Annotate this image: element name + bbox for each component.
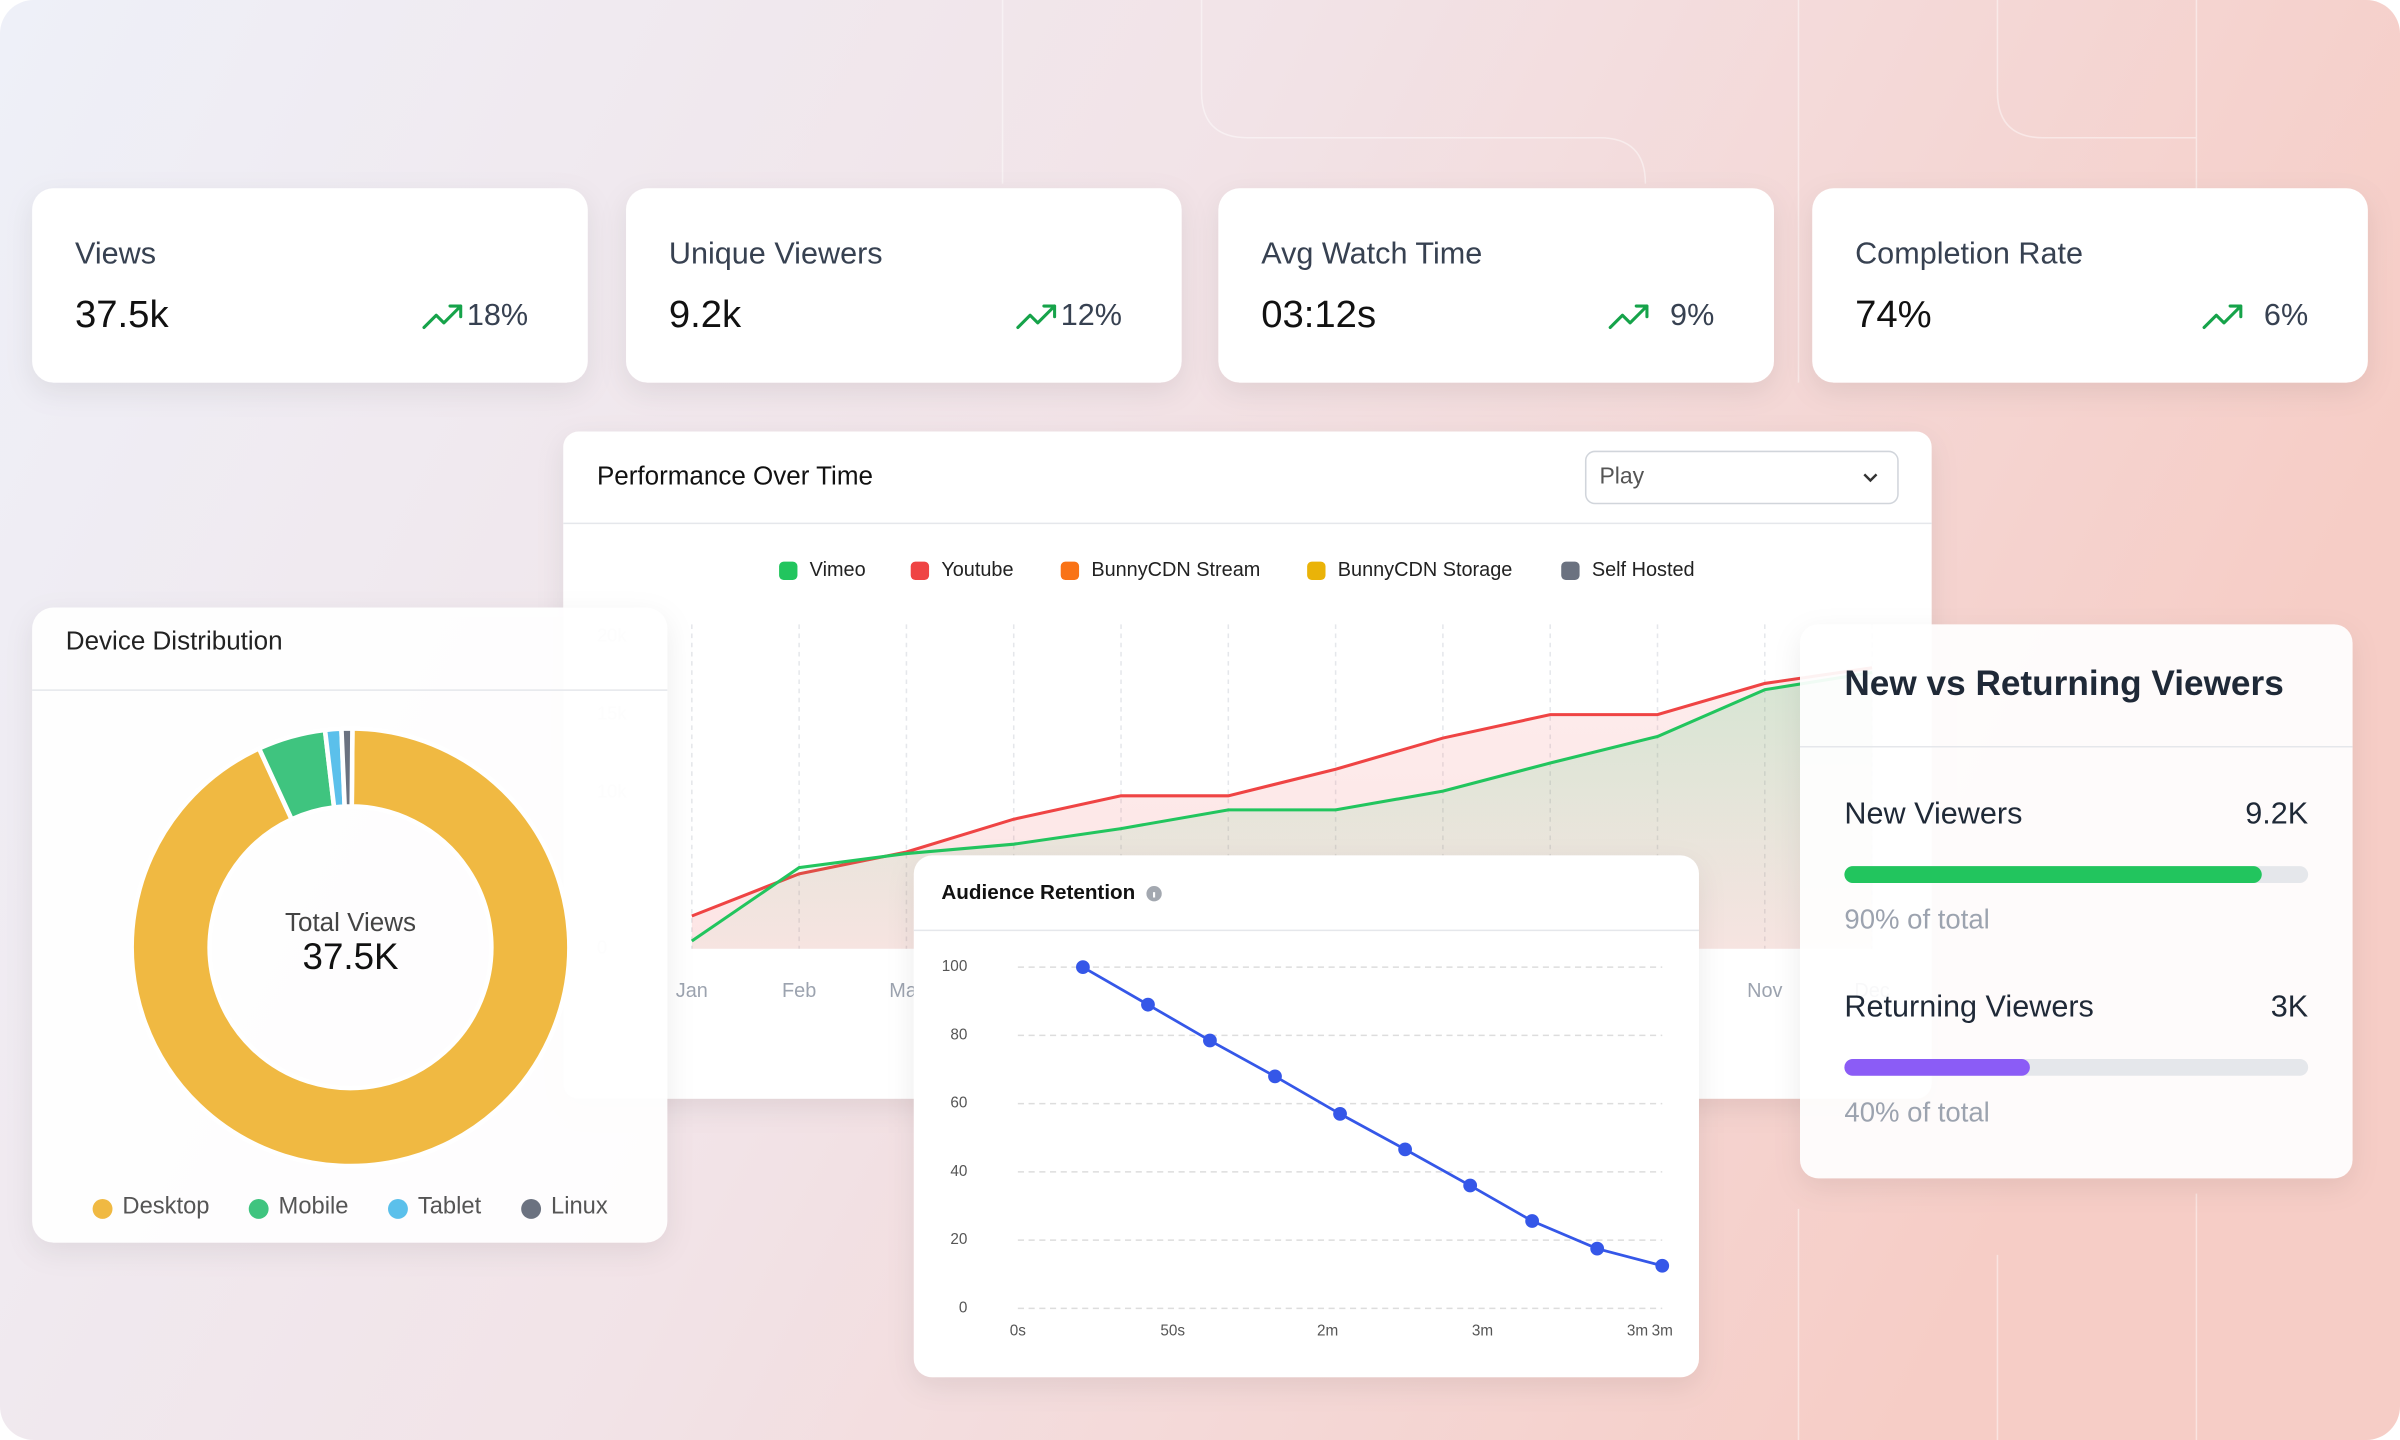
x-tick-label: Nov xyxy=(1747,980,1782,1002)
legend-label: Vimeo xyxy=(810,559,866,581)
legend-swatch xyxy=(1060,561,1080,580)
info-icon-glyph xyxy=(1153,892,1156,898)
stat-label: Unique Viewers xyxy=(669,237,883,271)
legend-label: Tablet xyxy=(418,1194,482,1220)
retention-point xyxy=(1398,1142,1412,1157)
trend-icon xyxy=(422,304,463,330)
stat-card xyxy=(1218,188,1774,383)
stat-value: 37.5k xyxy=(75,293,169,336)
item-percent: 40% of total xyxy=(1844,1096,1989,1127)
stat-change: 6% xyxy=(2264,298,2308,332)
stat-change: 9% xyxy=(1670,298,1714,332)
progress-bar xyxy=(1844,866,2262,883)
trend-icon xyxy=(1608,304,1649,330)
y-tick-label: 80 xyxy=(950,1026,967,1043)
legend-swatch xyxy=(92,1198,113,1219)
item-value: 9.2K xyxy=(2245,797,2309,831)
retention-point xyxy=(1333,1106,1347,1121)
stat-change: 18% xyxy=(467,298,528,332)
legend-swatch xyxy=(910,561,930,580)
retention-point xyxy=(1463,1178,1478,1193)
x-tick-label: 3m xyxy=(1627,1322,1648,1339)
retention-point xyxy=(1203,1033,1217,1048)
legend-label: BunnyCDN Storage xyxy=(1338,559,1513,581)
legend-swatch xyxy=(388,1198,408,1219)
retention-point xyxy=(1525,1214,1540,1228)
legend-label: Youtube xyxy=(941,559,1013,581)
stat-card xyxy=(1812,188,2368,383)
bg-pattern xyxy=(1001,0,2198,1440)
donut-segment xyxy=(339,726,355,809)
retention-point xyxy=(1655,1258,1670,1273)
progress-bar xyxy=(1844,1058,2030,1076)
trend-icon xyxy=(1016,304,1057,330)
viewer-split-panel: New vs Returning Viewers New Viewers 9.2K… xyxy=(1800,624,2353,1179)
x-tick-label: Feb xyxy=(782,980,816,1002)
y-tick-label: 20 xyxy=(950,1231,967,1248)
chevron xyxy=(1863,473,1878,483)
panel xyxy=(913,855,1699,1378)
item-name: New Viewers xyxy=(1844,797,2022,831)
x-tick-label: 3m xyxy=(1652,1322,1673,1339)
stat-cards: Views 37.5k 18% Unique Viewers 9.2k 12% Avg Wa… xyxy=(32,188,2368,383)
retention-panel: Audience Retention 0 20 40 60 80 100 0s 50s 2m 3m… xyxy=(913,855,1699,1378)
retention-point xyxy=(1076,960,1090,975)
donut-segment xyxy=(129,726,572,1169)
stat-value: 9.2k xyxy=(669,293,742,336)
y-tick-label: 40 xyxy=(950,1163,967,1180)
trend-icon xyxy=(2202,304,2243,330)
legend-label: BunnyCDN Stream xyxy=(1091,559,1260,581)
retention-point xyxy=(1268,1069,1282,1084)
panel-title: Performance Over Time xyxy=(597,460,873,490)
item-name: Returning Viewers xyxy=(1844,990,2093,1024)
panel-title: Device Distribution xyxy=(66,626,283,656)
legend-label: Desktop xyxy=(122,1194,209,1220)
y-tick-label: 100 xyxy=(942,958,968,975)
panel xyxy=(1800,624,2353,1179)
y-tick-label: 0 xyxy=(959,1299,968,1316)
legend-swatch xyxy=(248,1198,269,1219)
x-tick-label: 2m xyxy=(1317,1322,1338,1339)
x-tick-label: 0s xyxy=(1010,1322,1027,1339)
device-panel: Device Distribution Total Views 37.5K De… xyxy=(32,607,668,1243)
stat-label: Views xyxy=(75,237,156,271)
x-tick-label: 3m xyxy=(1472,1322,1493,1339)
y-tick-label: 60 xyxy=(950,1095,967,1112)
legend-swatch xyxy=(1561,561,1580,580)
stat-card xyxy=(32,188,588,383)
x-tick-label: Jan xyxy=(676,980,708,1002)
stat-value: 74% xyxy=(1855,293,1932,336)
donut-center-value: 37.5K xyxy=(303,936,399,977)
retention-point xyxy=(1141,997,1155,1012)
legend-label: Linux xyxy=(551,1194,608,1220)
retention-point xyxy=(1590,1241,1605,1256)
dropdown-value: Play xyxy=(1599,463,1644,489)
stat-value: 03:12s xyxy=(1261,293,1376,336)
stat-label: Avg Watch Time xyxy=(1261,237,1482,271)
donut-center-label: Total Views xyxy=(285,907,416,937)
panel-title: Audience Retention xyxy=(941,881,1135,904)
legend-swatch xyxy=(1307,561,1326,580)
stat-card xyxy=(626,188,1182,383)
retention-line xyxy=(1082,965,1663,1268)
dropdown[interactable] xyxy=(1584,450,1899,505)
legend-label: Self Hosted xyxy=(1592,559,1695,581)
item-value: 3K xyxy=(2271,990,2309,1024)
panel-title: New vs Returning Viewers xyxy=(1844,664,2283,703)
legend-label: Mobile xyxy=(279,1194,349,1220)
item-percent: 90% of total xyxy=(1844,904,1989,935)
series-line xyxy=(690,670,1873,943)
stat-change: 12% xyxy=(1061,298,1122,332)
stat-label: Completion Rate xyxy=(1855,237,2083,271)
x-tick-label: 50s xyxy=(1160,1322,1185,1339)
legend-swatch xyxy=(779,561,798,580)
legend-swatch xyxy=(521,1198,542,1219)
